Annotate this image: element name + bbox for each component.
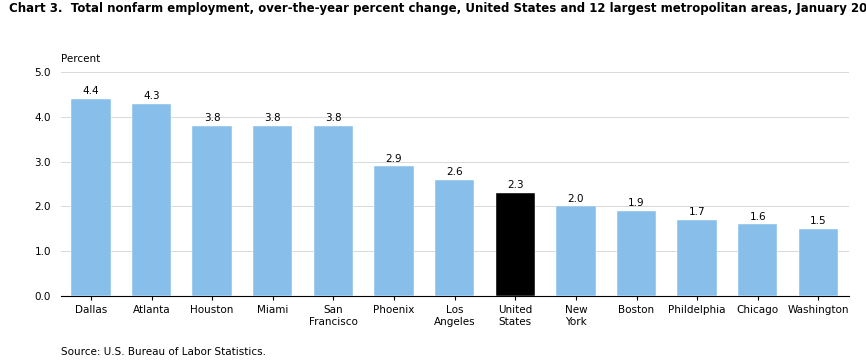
Bar — [253, 126, 293, 296]
Text: 4.3: 4.3 — [143, 91, 160, 101]
Bar — [738, 225, 778, 296]
Bar — [374, 166, 414, 296]
Text: 2.0: 2.0 — [567, 194, 585, 204]
Bar — [677, 220, 717, 296]
Text: 3.8: 3.8 — [264, 113, 281, 123]
Text: Source: U.S. Bureau of Labor Statistics.: Source: U.S. Bureau of Labor Statistics. — [61, 347, 266, 357]
Text: 2.3: 2.3 — [507, 180, 524, 190]
Text: 1.6: 1.6 — [749, 212, 766, 222]
Text: 1.7: 1.7 — [688, 207, 706, 217]
Text: Chart 3.  Total nonfarm employment, over-the-year percent change, United States : Chart 3. Total nonfarm employment, over-… — [9, 2, 866, 15]
Text: 3.8: 3.8 — [325, 113, 342, 123]
Text: 1.5: 1.5 — [810, 216, 827, 226]
Bar — [798, 229, 838, 296]
Text: 2.6: 2.6 — [446, 167, 463, 177]
Text: 1.9: 1.9 — [628, 198, 645, 208]
Bar — [435, 180, 475, 296]
Bar — [495, 193, 535, 296]
Bar — [71, 99, 111, 296]
Bar — [132, 104, 171, 296]
Bar — [313, 126, 353, 296]
Text: Percent: Percent — [61, 54, 100, 64]
Bar — [192, 126, 232, 296]
Text: 2.9: 2.9 — [385, 153, 403, 164]
Bar — [556, 206, 596, 296]
Text: 3.8: 3.8 — [204, 113, 221, 123]
Text: 4.4: 4.4 — [82, 86, 100, 96]
Bar — [617, 211, 656, 296]
